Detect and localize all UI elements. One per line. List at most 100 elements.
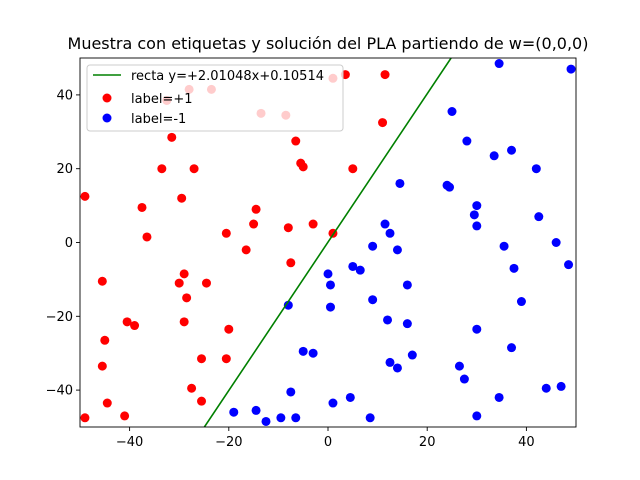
data-point (328, 398, 338, 408)
data-point (122, 317, 132, 327)
data-point (383, 315, 393, 325)
data-point (241, 245, 251, 255)
data-point (531, 164, 541, 174)
legend-marker (102, 93, 112, 103)
data-point (454, 361, 464, 371)
data-point (447, 107, 457, 116)
legend-label: label=+1 (131, 92, 193, 107)
data-point (551, 238, 561, 247)
data-point (179, 317, 189, 327)
chart-title: Muestra con etiquetas y solución del PLA… (68, 34, 589, 53)
x-tick-label: −20 (215, 435, 242, 450)
data-point (80, 413, 90, 423)
data-point (286, 258, 296, 268)
axes: −40 −20 0 20 40 −40 −20 0 20 40 (46, 57, 577, 450)
data-point (564, 260, 574, 270)
data-point (541, 383, 551, 393)
data-point (283, 300, 293, 310)
data-point (291, 136, 301, 146)
data-point (507, 343, 517, 353)
legend-box (86, 64, 344, 132)
x-tick-label: 0 (324, 435, 332, 450)
data-point (395, 178, 405, 188)
data-point (489, 151, 499, 161)
data-point (323, 269, 333, 279)
data-point (189, 164, 199, 174)
data-point (472, 221, 482, 231)
data-point (251, 405, 261, 415)
data-point (120, 411, 130, 421)
data-point (179, 269, 189, 279)
data-point (516, 297, 526, 307)
data-point (392, 245, 402, 255)
y-tick-label: −40 (46, 384, 73, 399)
data-point (291, 413, 301, 423)
data-point (221, 354, 231, 364)
data-point (298, 162, 308, 172)
data-point (283, 223, 293, 233)
data-point (469, 210, 479, 220)
data-point (298, 346, 308, 356)
x-tick-label: 40 (518, 435, 535, 450)
data-point (251, 204, 261, 214)
data-point (507, 145, 517, 155)
data-point (249, 219, 259, 229)
data-point (445, 182, 455, 192)
series-negative (229, 59, 576, 426)
y-tick-label: 0 (65, 236, 73, 251)
data-point (197, 354, 207, 364)
data-point (174, 278, 184, 288)
data-point (345, 392, 355, 402)
data-point (182, 293, 192, 303)
data-point (472, 324, 482, 334)
legend-label-line: recta y=+2.01048x+0.10514 (131, 69, 324, 84)
data-point (494, 59, 504, 69)
data-point (499, 241, 509, 251)
x-tick-label: −40 (116, 435, 143, 450)
data-point (494, 392, 504, 402)
data-point (534, 212, 544, 222)
data-point (157, 164, 167, 174)
data-point (348, 261, 358, 271)
data-point (187, 383, 197, 393)
data-point (402, 280, 412, 290)
data-point (348, 164, 358, 174)
legend: recta y=+2.01048x+0.10514 label=+1 label=-… (86, 64, 344, 132)
data-point (556, 381, 566, 391)
data-point (325, 302, 335, 312)
data-point (100, 335, 110, 345)
series-positive (80, 70, 390, 423)
data-point (80, 191, 90, 201)
data-point (97, 361, 107, 371)
data-point (402, 319, 412, 329)
data-point (221, 228, 231, 238)
data-point (229, 407, 239, 417)
data-point (308, 219, 318, 229)
legend-label: label=-1 (131, 112, 186, 127)
data-point (308, 348, 318, 358)
data-point (380, 70, 390, 80)
x-tick-label: 20 (419, 435, 436, 450)
data-point (459, 374, 469, 384)
legend-marker (102, 113, 112, 123)
data-point (97, 276, 107, 286)
data-point (201, 278, 211, 288)
data-point (286, 387, 296, 397)
data-point (368, 295, 378, 305)
data-point (365, 413, 375, 423)
data-point (177, 193, 187, 203)
data-point (276, 413, 286, 423)
data-point (167, 132, 177, 142)
data-point (566, 64, 576, 74)
data-point (462, 136, 472, 146)
pla-line (203, 58, 452, 427)
y-tick-label: −20 (46, 310, 73, 325)
data-point (380, 219, 390, 229)
y-tick-label: 20 (56, 162, 73, 177)
data-point (385, 357, 395, 367)
data-point (472, 411, 482, 421)
data-point (355, 265, 365, 275)
data-point (102, 398, 112, 408)
data-point (197, 396, 207, 406)
